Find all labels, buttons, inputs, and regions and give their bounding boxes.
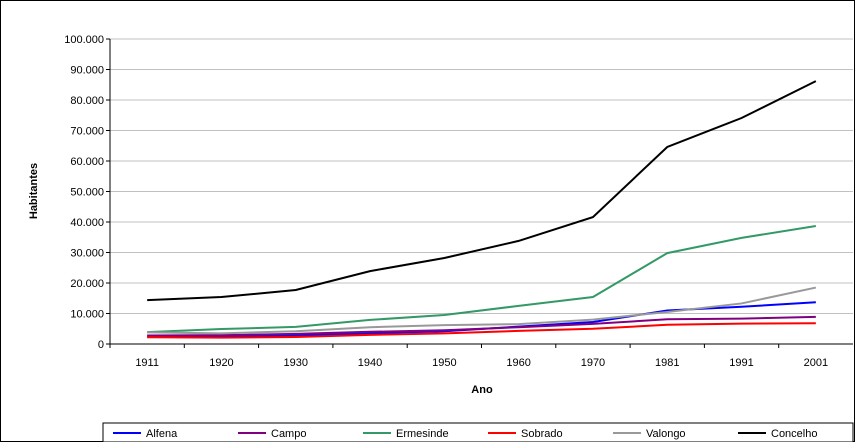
- legend-label: Campo: [271, 428, 306, 440]
- series-line: [147, 315, 816, 337]
- x-tick-label: 1940: [358, 357, 382, 369]
- y-tick-label: 100.000: [64, 34, 104, 46]
- y-tick-label: 0: [98, 339, 104, 351]
- series-line: [147, 286, 817, 335]
- legend-label: Alfena: [146, 428, 178, 440]
- x-tick-label: 1970: [581, 357, 605, 369]
- legend-label: Ermesinde: [396, 428, 449, 440]
- x-tick-label: 1991: [729, 357, 753, 369]
- x-axis-label: Ano: [471, 384, 493, 396]
- x-tick-label: 1960: [506, 357, 530, 369]
- x-tick-label: 1950: [432, 357, 456, 369]
- y-tick-label: 80.000: [70, 95, 104, 107]
- legend-label: Sobrado: [521, 428, 563, 440]
- legend-label: Concelho: [771, 428, 817, 440]
- y-tick-label: 70.000: [70, 126, 104, 138]
- y-tick-label: 60.000: [70, 156, 104, 168]
- y-tick-label: 10.000: [70, 309, 104, 321]
- series-line: [147, 80, 817, 302]
- y-tick-label: 30.000: [70, 248, 104, 260]
- x-tick-label: 1930: [284, 357, 308, 369]
- y-axis-label: Habitantes: [28, 163, 40, 219]
- y-tick-label: 50.000: [70, 187, 104, 199]
- y-tick-label: 20.000: [70, 278, 104, 290]
- series-line: [147, 224, 817, 334]
- x-tick-label: 2001: [804, 357, 828, 369]
- x-tick-label: 1981: [655, 357, 679, 369]
- series-line: [147, 322, 816, 339]
- y-tick-label: 40.000: [70, 217, 104, 229]
- x-tick-label: 1920: [209, 357, 233, 369]
- x-tick-label: 1911: [135, 357, 159, 369]
- y-tick-label: 90.000: [70, 65, 104, 77]
- legend-label: Valongo: [646, 428, 686, 440]
